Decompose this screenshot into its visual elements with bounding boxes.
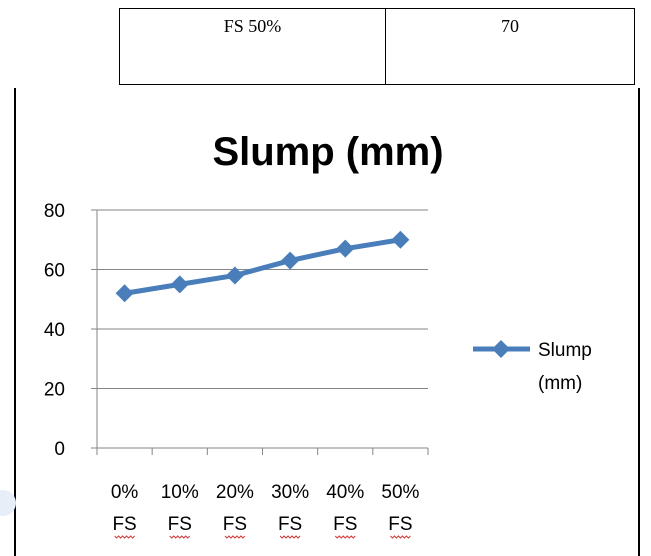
legend-label-line2: (mm) bbox=[538, 373, 582, 394]
chart-frame-right-border bbox=[638, 88, 640, 556]
y-tick-label: 20 bbox=[44, 380, 65, 401]
data-point-marker bbox=[115, 284, 134, 303]
data-point-marker bbox=[391, 230, 410, 249]
series-line bbox=[124, 237, 401, 296]
x-tick-label-line2: FS bbox=[168, 514, 192, 535]
data-point-marker bbox=[170, 275, 189, 294]
spellcheck-underline bbox=[224, 535, 246, 539]
x-tick-label: 40% bbox=[326, 482, 364, 503]
x-tick-label-line2: FS bbox=[223, 514, 247, 535]
x-tick-label-line2: FS bbox=[112, 514, 136, 535]
x-tick-label: 50% bbox=[381, 482, 419, 503]
y-tick-label: 40 bbox=[44, 320, 65, 341]
spellcheck-underline bbox=[334, 535, 356, 539]
spellcheck-underline bbox=[169, 535, 191, 539]
data-point-marker bbox=[225, 266, 244, 285]
spellcheck-underline bbox=[114, 535, 135, 539]
table-cell-label: FS 50% bbox=[120, 9, 386, 84]
spellcheck-underline bbox=[279, 535, 301, 539]
data-point-marker bbox=[281, 251, 300, 270]
x-tick-label: 20% bbox=[216, 482, 254, 503]
x-tick-label: 30% bbox=[271, 482, 309, 503]
legend-marker bbox=[492, 340, 510, 358]
chart-frame-left-border bbox=[14, 88, 16, 556]
x-tick-label-line2: FS bbox=[388, 514, 412, 535]
x-tick-label-line2: FS bbox=[278, 514, 302, 535]
table-cell-value: 70 bbox=[501, 16, 519, 36]
data-point-marker bbox=[336, 239, 355, 258]
legend-label: Slump bbox=[538, 340, 592, 361]
x-tick-label-line2: FS bbox=[333, 514, 357, 535]
spellcheck-underline bbox=[390, 535, 411, 539]
y-tick-label: 80 bbox=[44, 201, 65, 222]
chart-title: Slump (mm) bbox=[212, 130, 443, 174]
x-tick-label: 0% bbox=[111, 482, 139, 503]
y-tick-label: 60 bbox=[44, 261, 65, 282]
background-decoration bbox=[0, 490, 16, 516]
data-table-fragment: FS 50% 70 bbox=[119, 8, 635, 85]
y-tick-label: 0 bbox=[54, 439, 65, 460]
x-tick-label: 10% bbox=[161, 482, 199, 503]
